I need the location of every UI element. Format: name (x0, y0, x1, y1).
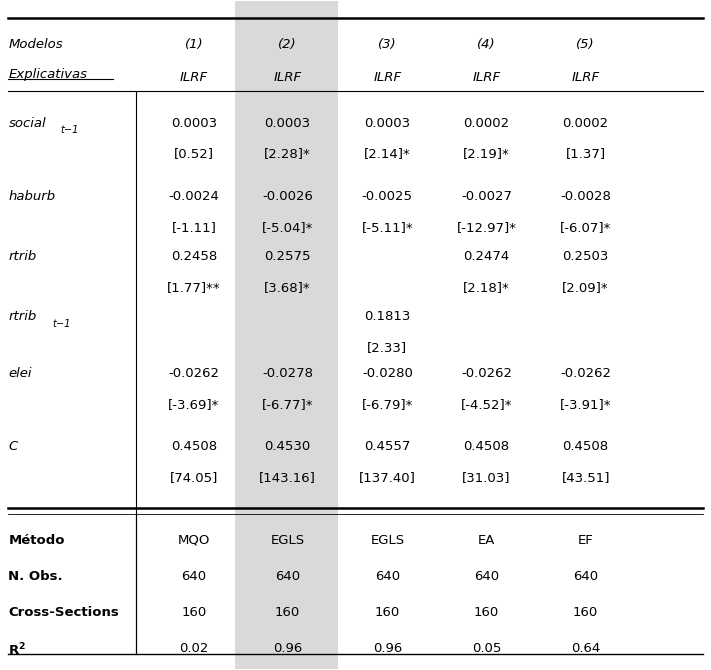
Text: EF: EF (578, 534, 594, 547)
Text: ILRF: ILRF (373, 72, 402, 84)
Text: rtrib: rtrib (9, 251, 37, 263)
Text: [-5.11]*: [-5.11]* (362, 221, 413, 234)
Text: [2.19]*: [2.19]* (463, 147, 510, 161)
Text: 0.02: 0.02 (179, 642, 209, 655)
Bar (235, 1, 338, 669)
Text: [137.40]: [137.40] (359, 471, 416, 484)
Text: -0.0027: -0.0027 (461, 190, 512, 203)
Text: -0.0028: -0.0028 (560, 190, 611, 203)
Text: social: social (9, 117, 46, 130)
Text: [2.14]*: [2.14]* (364, 147, 411, 161)
Text: 0.4508: 0.4508 (562, 440, 609, 454)
Text: (2): (2) (278, 38, 296, 51)
Text: Explicativas: Explicativas (9, 68, 87, 81)
Text: [-12.97]*: [-12.97]* (456, 221, 516, 234)
Text: 0.4508: 0.4508 (171, 440, 217, 454)
Text: haburb: haburb (9, 190, 55, 203)
Text: ILRF: ILRF (472, 72, 501, 84)
Text: [74.05]: [74.05] (170, 471, 218, 484)
Text: 0.4557: 0.4557 (364, 440, 410, 454)
Text: ILRF: ILRF (274, 72, 301, 84)
Text: 0.0003: 0.0003 (364, 117, 410, 130)
Text: [-1.11]: [-1.11] (171, 221, 216, 234)
Text: [-6.07]*: [-6.07]* (560, 221, 611, 234)
Text: -0.0262: -0.0262 (560, 367, 611, 380)
Text: [2.28]*: [2.28]* (264, 147, 311, 161)
Text: [1.77]**: [1.77]** (167, 281, 221, 294)
Text: 0.4508: 0.4508 (464, 440, 510, 454)
Text: 0.0002: 0.0002 (464, 117, 510, 130)
Text: 640: 640 (275, 570, 300, 583)
Text: 160: 160 (181, 606, 207, 619)
Text: (5): (5) (577, 38, 595, 51)
Text: C: C (9, 440, 18, 454)
Text: 0.64: 0.64 (571, 642, 600, 655)
Text: 160: 160 (275, 606, 300, 619)
Text: 0.1813: 0.1813 (364, 310, 410, 324)
Text: 0.2458: 0.2458 (171, 251, 217, 263)
Text: [0.52]: [0.52] (174, 147, 214, 161)
Text: 0.2575: 0.2575 (264, 251, 311, 263)
Text: 640: 640 (573, 570, 598, 583)
Text: Modelos: Modelos (9, 38, 63, 51)
Text: (3): (3) (378, 38, 397, 51)
Text: [1.37]: [1.37] (566, 147, 606, 161)
Text: EA: EA (478, 534, 495, 547)
Text: -0.0262: -0.0262 (461, 367, 512, 380)
Text: 640: 640 (375, 570, 400, 583)
Text: [-5.04]*: [-5.04]* (262, 221, 314, 234)
Text: $\mathbf{R}^{\mathbf{2}}$: $\mathbf{R}^{\mathbf{2}}$ (9, 642, 26, 659)
Text: ILRF: ILRF (572, 72, 600, 84)
Text: Método: Método (9, 534, 65, 547)
Text: 640: 640 (181, 570, 207, 583)
Text: [-6.79]*: [-6.79]* (362, 398, 413, 411)
Text: [3.68]*: [3.68]* (264, 281, 311, 294)
Text: -0.0025: -0.0025 (362, 190, 413, 203)
Text: -0.0278: -0.0278 (262, 367, 313, 380)
Text: t−1: t−1 (60, 125, 78, 135)
Text: [-4.52]*: [-4.52]* (461, 398, 512, 411)
Text: [43.51]: [43.51] (562, 471, 610, 484)
Text: [-6.77]*: [-6.77]* (262, 398, 314, 411)
Text: ILRF: ILRF (180, 72, 208, 84)
Text: 0.0003: 0.0003 (171, 117, 217, 130)
Text: 0.0002: 0.0002 (562, 117, 609, 130)
Text: (1): (1) (185, 38, 203, 51)
Text: -0.0280: -0.0280 (362, 367, 413, 380)
Text: 640: 640 (474, 570, 499, 583)
Text: elei: elei (9, 367, 32, 380)
Text: 0.2503: 0.2503 (562, 251, 609, 263)
Text: [-3.69]*: [-3.69]* (169, 398, 220, 411)
Text: [2.33]: [2.33] (368, 341, 407, 354)
Text: (4): (4) (477, 38, 496, 51)
Text: t−1: t−1 (52, 319, 70, 329)
Text: -0.0262: -0.0262 (169, 367, 220, 380)
Text: [31.03]: [31.03] (462, 471, 510, 484)
Text: [2.09]*: [2.09]* (562, 281, 609, 294)
Text: -0.0026: -0.0026 (262, 190, 313, 203)
Text: N. Obs.: N. Obs. (9, 570, 63, 583)
Text: 0.2474: 0.2474 (464, 251, 510, 263)
Text: -0.0024: -0.0024 (169, 190, 220, 203)
Text: EGLS: EGLS (370, 534, 405, 547)
Text: Cross-Sections: Cross-Sections (9, 606, 119, 619)
Text: MQO: MQO (178, 534, 210, 547)
Text: 0.0003: 0.0003 (264, 117, 311, 130)
Text: [2.18]*: [2.18]* (463, 281, 510, 294)
Text: 160: 160 (573, 606, 598, 619)
Text: rtrib: rtrib (9, 310, 37, 324)
Text: 0.96: 0.96 (373, 642, 402, 655)
Text: 160: 160 (375, 606, 400, 619)
Text: 0.05: 0.05 (472, 642, 501, 655)
Text: EGLS: EGLS (270, 534, 304, 547)
Text: 160: 160 (474, 606, 499, 619)
Text: 0.96: 0.96 (273, 642, 302, 655)
Text: 0.4530: 0.4530 (264, 440, 311, 454)
Text: [143.16]: [143.16] (259, 471, 316, 484)
Text: [-3.91]*: [-3.91]* (560, 398, 611, 411)
